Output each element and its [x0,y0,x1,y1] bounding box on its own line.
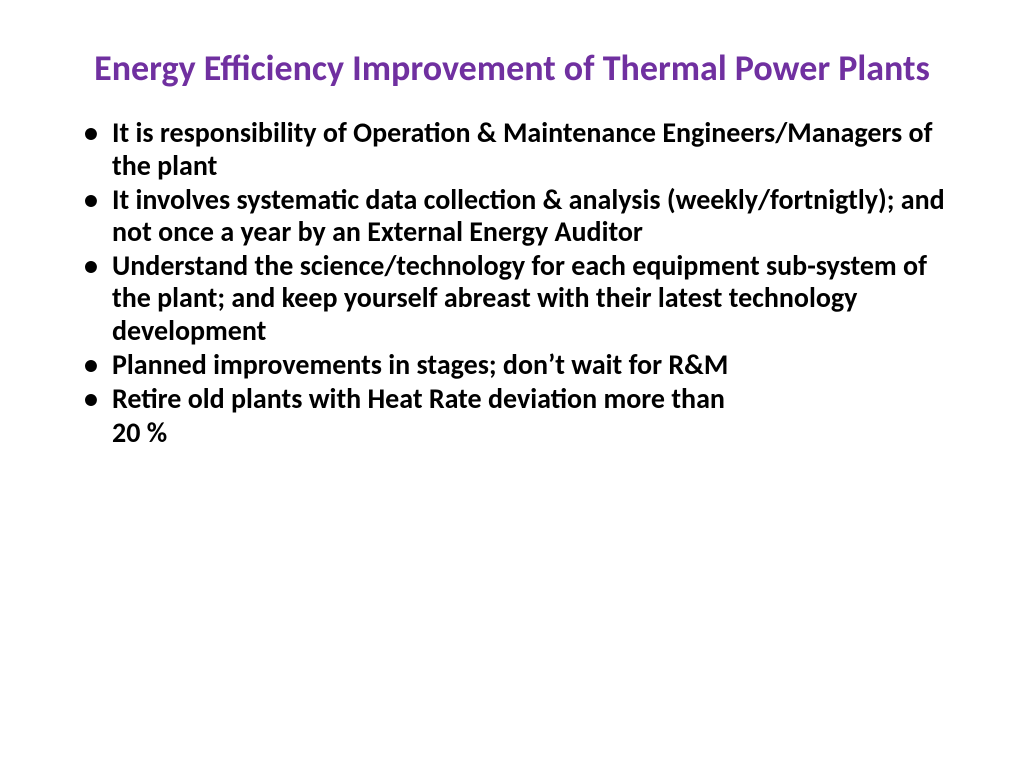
bullet-item: It is responsibility of Operation & Main… [70,117,954,181]
bullet-item: It involves systematic data collection &… [70,184,954,248]
bullet-list: It is responsibility of Operation & Main… [70,117,954,415]
bullet-item: Planned improvements in stages; don’t wa… [70,349,954,381]
slide-container: Energy Efficiency Improvement of Thermal… [0,0,1024,768]
bullet-item: Retire old plants with Heat Rate deviati… [70,383,954,415]
trailing-text: 20 % [70,417,954,449]
bullet-item: Understand the science/technology for ea… [70,250,954,347]
slide-title: Energy Efficiency Improvement of Thermal… [70,48,954,89]
